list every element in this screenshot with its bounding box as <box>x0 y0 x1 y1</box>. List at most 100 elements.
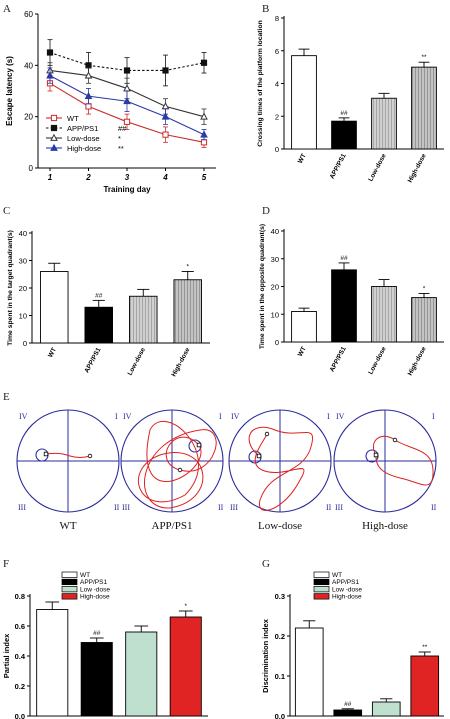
data-point <box>123 97 131 105</box>
legend-swatch <box>313 578 330 586</box>
y-tick-label: 2 <box>275 112 279 121</box>
y-tick-label: 10 <box>19 312 27 321</box>
legend-label: WT <box>332 572 342 579</box>
data-point <box>46 71 54 79</box>
legend-label: APP/PS1 <box>332 579 359 586</box>
y-tick-label: 30 <box>271 255 279 264</box>
start-marker <box>196 442 202 448</box>
x-tick-label: 2 <box>85 173 91 182</box>
legend-label: APP/PS1 <box>67 124 98 133</box>
y-tick-label: 20 <box>19 284 27 293</box>
x-tick-label: High-dose <box>407 152 428 184</box>
bar <box>411 297 437 343</box>
bar <box>294 627 324 717</box>
x-tick-label: Low-dose <box>367 152 388 182</box>
panel-letter: D <box>262 205 270 217</box>
y-tick-label: 0.4 <box>15 652 26 661</box>
legend-significance: ** <box>118 144 124 153</box>
quadrant-label: IV <box>231 412 240 421</box>
y-tick-label: 6 <box>275 47 279 56</box>
panel-c-bar-chart: C 0 10 20 30 40 WT ## APP/PS1 Low-dose * High-dose T… <box>3 205 210 378</box>
bar <box>129 295 158 344</box>
panel-letter: G <box>262 558 270 570</box>
bar <box>169 616 202 717</box>
y-axis-label: Crossing times of the platform location <box>257 20 264 147</box>
x-tick-label: Low-dose <box>367 345 388 375</box>
significance-label: * <box>423 285 426 292</box>
panel-letter: C <box>3 205 10 217</box>
y-tick-label: 0 <box>23 339 27 348</box>
end-marker <box>392 437 398 443</box>
y-tick-label: 0.0 <box>15 712 25 719</box>
x-tick-label: 1 <box>48 173 53 182</box>
significance-label: ## <box>344 701 352 708</box>
bar <box>331 120 357 150</box>
quadrant-label: II <box>218 503 224 512</box>
bar <box>411 66 437 150</box>
y-axis-label: Partial index <box>2 633 11 678</box>
legend-significance: ## <box>118 124 127 133</box>
quadrant-label: III <box>230 503 238 512</box>
x-tick-label: High-dose <box>170 346 191 378</box>
legend-label: APP/PS1 <box>80 579 107 586</box>
legend-label: High-dose <box>332 594 362 601</box>
quadrant-label: I <box>432 412 435 421</box>
data-point <box>200 139 208 146</box>
x-tick-label: WT <box>47 347 58 359</box>
legend-swatch <box>61 578 78 586</box>
legend-swatch <box>61 571 78 578</box>
significance-label: * <box>186 264 189 271</box>
legend-label: WT <box>67 114 79 123</box>
x-tick-label: APP/PS1 <box>83 346 102 374</box>
y-tick-label: 0.1 <box>275 672 285 681</box>
bar <box>371 286 397 343</box>
x-tick-label: APP/PS1 <box>329 152 348 180</box>
quadrant-label: IV <box>123 412 132 421</box>
y-tick-label: 4 <box>275 80 279 89</box>
data-point <box>85 62 92 69</box>
quadrant-label: III <box>122 503 130 512</box>
y-tick-label: 30 <box>19 257 27 266</box>
y-tick-label: 0 <box>29 164 34 173</box>
y-tick-label: 0.2 <box>15 682 25 691</box>
x-tick-label: Low-dose <box>127 346 148 376</box>
legend-swatch <box>313 571 330 578</box>
x-tick-label: WT <box>297 153 308 165</box>
quadrant-label: I <box>219 412 222 421</box>
swim-path <box>372 435 434 486</box>
x-tick-label: 3 <box>125 173 130 182</box>
legend-label: Low-dose <box>67 134 100 143</box>
x-tick-label: 5 <box>202 173 207 182</box>
data-point <box>123 67 131 74</box>
data-point <box>200 112 208 120</box>
x-tick-label: APP/PS1 <box>329 345 348 373</box>
y-tick-label: 20 <box>271 283 279 292</box>
bar <box>84 306 113 344</box>
swim-path <box>45 452 91 458</box>
y-tick-label: 0.3 <box>275 592 285 601</box>
bar <box>173 279 202 344</box>
group-label: APP/PS1 <box>152 520 193 532</box>
bar <box>333 709 363 717</box>
start-marker <box>373 452 379 458</box>
y-tick-label: 0.8 <box>15 592 25 601</box>
legend-swatch <box>61 593 78 600</box>
group-label: High-dose <box>362 520 408 532</box>
end-marker <box>177 467 183 473</box>
legend-label: High-dose <box>80 594 110 601</box>
group-label: Low-dose <box>258 520 302 532</box>
data-point <box>85 103 92 110</box>
data-point <box>162 67 169 74</box>
data-point <box>50 124 58 132</box>
data-point <box>46 49 54 56</box>
x-tick-label: WT <box>297 346 308 358</box>
data-point <box>50 114 58 122</box>
data-point <box>84 71 93 79</box>
panel-letter: B <box>262 3 269 15</box>
y-tick-label: 10 <box>271 310 279 319</box>
bar <box>40 271 69 344</box>
legend-swatch <box>313 593 330 600</box>
legend-significance: * <box>118 134 121 143</box>
panel-letter: F <box>3 558 9 570</box>
